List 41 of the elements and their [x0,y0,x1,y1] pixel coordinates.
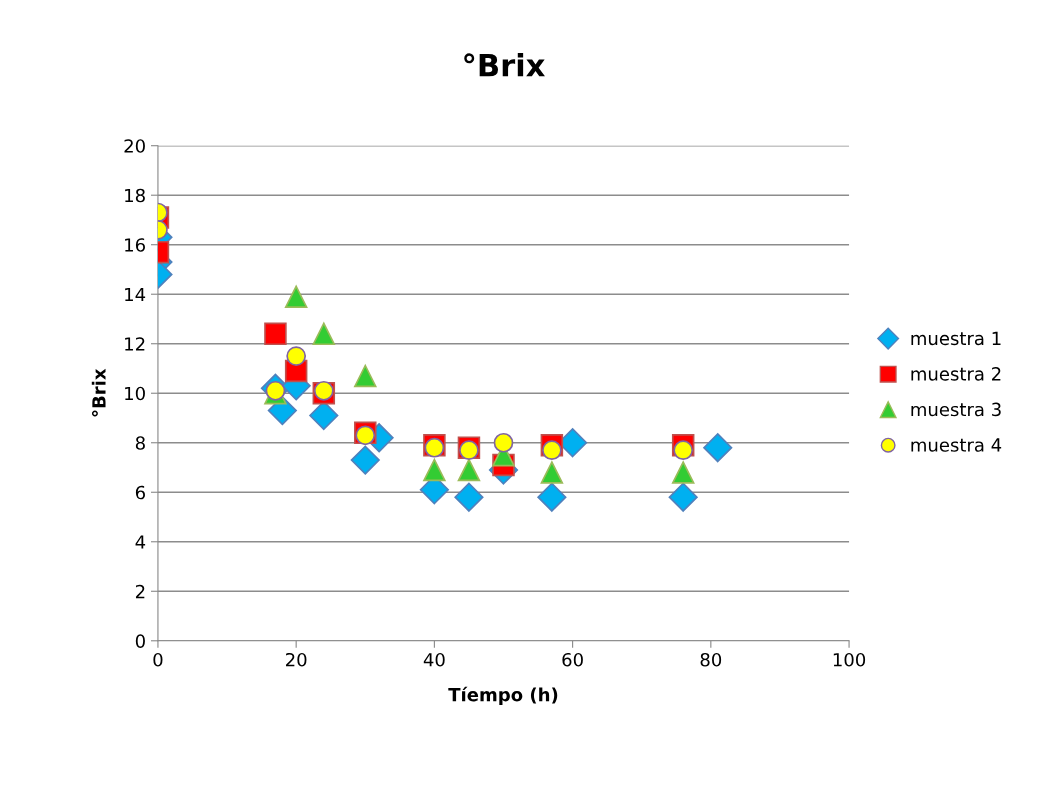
point [540,461,564,484]
legend-label: muestra 4 [911,438,1002,452]
y-tick-label: 6 [135,485,145,500]
point [537,482,567,512]
legend-label: muestra 1 [911,331,1001,346]
point [668,482,698,512]
legend-label: muestra 3 [911,402,1001,417]
y-tick-label: 4 [135,535,146,549]
point [542,440,562,461]
y-axis-title: °Brix [91,368,106,417]
y-tick-label: 2 [135,584,145,599]
y-tick-label: 20 [124,139,145,153]
x-tick-label: 0 [153,652,163,667]
x-tick-label: 80 [700,652,722,667]
legend-label: muestra 2 [911,367,1001,381]
x-tick-label: 60 [562,652,583,667]
point [454,482,484,512]
x-axis-title: Tíempo (h) [448,686,558,705]
x-tick-label: 100 [833,652,866,667]
y-tick-label: 10 [125,386,145,401]
y-tick-label: 16 [125,238,145,252]
y-tick-label: 8 [135,436,145,450]
point [673,440,694,461]
point [423,458,446,482]
point [284,285,308,308]
point [671,461,695,484]
point [457,458,481,482]
x-tick-label: 20 [286,652,307,667]
chart-title: °Brix [464,53,545,77]
point [312,322,336,346]
point [286,346,307,366]
y-tick-label: 0 [135,634,145,648]
point [350,445,380,475]
y-tick-label: 12 [125,337,145,351]
x-tick-label: 40 [423,652,445,667]
point [264,322,287,346]
point [493,432,514,453]
y-tick-label: 14 [125,287,146,302]
point [354,364,377,388]
y-tick-label: 18 [125,188,145,203]
point [703,433,733,463]
